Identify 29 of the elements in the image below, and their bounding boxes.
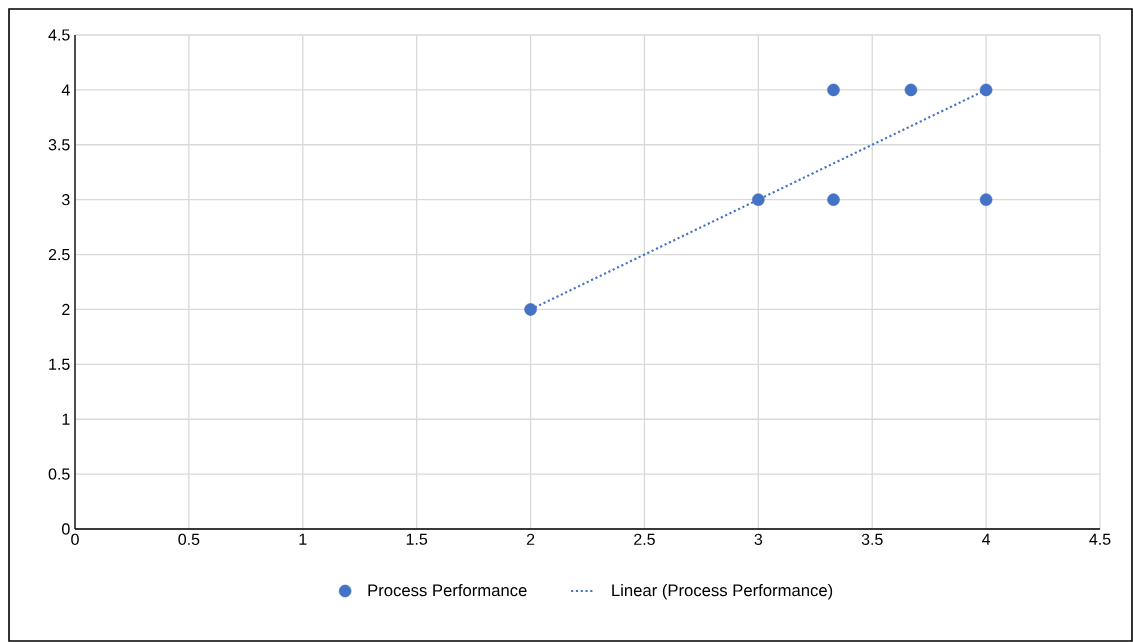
point bbox=[827, 83, 840, 97]
x-tick-label: 2.5 bbox=[634, 533, 655, 546]
y-tick-label: 4 bbox=[61, 84, 70, 96]
y-tick-label: 4.5 bbox=[48, 29, 70, 41]
y-tick-label: 0 bbox=[62, 523, 70, 535]
point bbox=[524, 303, 537, 316]
y-tick-label: 0.5 bbox=[48, 468, 70, 480]
x-tick-label: 0.5 bbox=[178, 533, 200, 546]
y-tick-label: 2.5 bbox=[48, 248, 70, 261]
point bbox=[979, 193, 993, 206]
x-tick-label: 1 bbox=[299, 533, 307, 545]
point bbox=[752, 193, 765, 206]
y-tick-label: 3 bbox=[62, 194, 70, 206]
point bbox=[827, 193, 840, 206]
y-tick-label: 3.5 bbox=[48, 139, 70, 151]
x-tick-label: 2 bbox=[526, 533, 535, 545]
legend-label: Linear (Process Performance) bbox=[612, 583, 833, 600]
y-tick-label: 1.5 bbox=[49, 358, 70, 370]
point bbox=[979, 83, 993, 97]
y-tick-label: 2 bbox=[62, 303, 70, 316]
x-tick-label: 0 bbox=[71, 533, 79, 546]
x-tick-label: 4.5 bbox=[1089, 533, 1111, 545]
x-tick-label: 1.5 bbox=[406, 533, 428, 545]
x-tick-label: 4 bbox=[982, 533, 991, 545]
x-tick-label: 3.5 bbox=[861, 533, 883, 546]
point bbox=[904, 83, 918, 97]
x-tick-label: 3 bbox=[754, 533, 763, 546]
y-tick-label: 1 bbox=[62, 413, 70, 425]
legend-label: Process Performance bbox=[368, 583, 527, 597]
